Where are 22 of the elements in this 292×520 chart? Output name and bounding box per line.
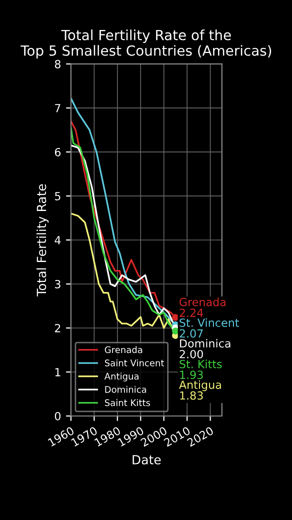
annotation: St. Kitts 1.93 [180, 360, 222, 380]
annotation: Dominica 2.00 [180, 338, 230, 358]
y-tick-label: 4 [54, 236, 61, 244]
x-axis-title: Date [132, 455, 161, 464]
legend-label: Dominica [105, 386, 146, 393]
legend-label: Antigua [104, 372, 138, 382]
annotation: Antigua 1.83 [179, 380, 221, 400]
y-tick-label: 2 [54, 324, 60, 332]
annotation: Grenada 2.24 [180, 298, 226, 317]
y-tick-label: 1 [55, 368, 60, 376]
y-tick-label: 3 [55, 280, 60, 288]
legend-label: Saint Vincent [104, 359, 164, 366]
legend-label: Saint Kitts [104, 399, 150, 406]
legend-label: Grenada [104, 346, 142, 354]
y-tick-label: 0 [54, 412, 60, 420]
chart-title: Total Fertility Rate of the Top 5 Smallest Countries (Americas) [20, 30, 272, 59]
y-tick-label: 6 [54, 148, 61, 156]
y-tick-label: 8 [54, 60, 60, 68]
y-tick-label: 7 [55, 104, 60, 112]
y-axis-title: Total Fertility Rate [36, 184, 49, 296]
y-tick-label: 5 [55, 192, 60, 200]
annotation: St. Vincent 2.07 [180, 318, 239, 338]
